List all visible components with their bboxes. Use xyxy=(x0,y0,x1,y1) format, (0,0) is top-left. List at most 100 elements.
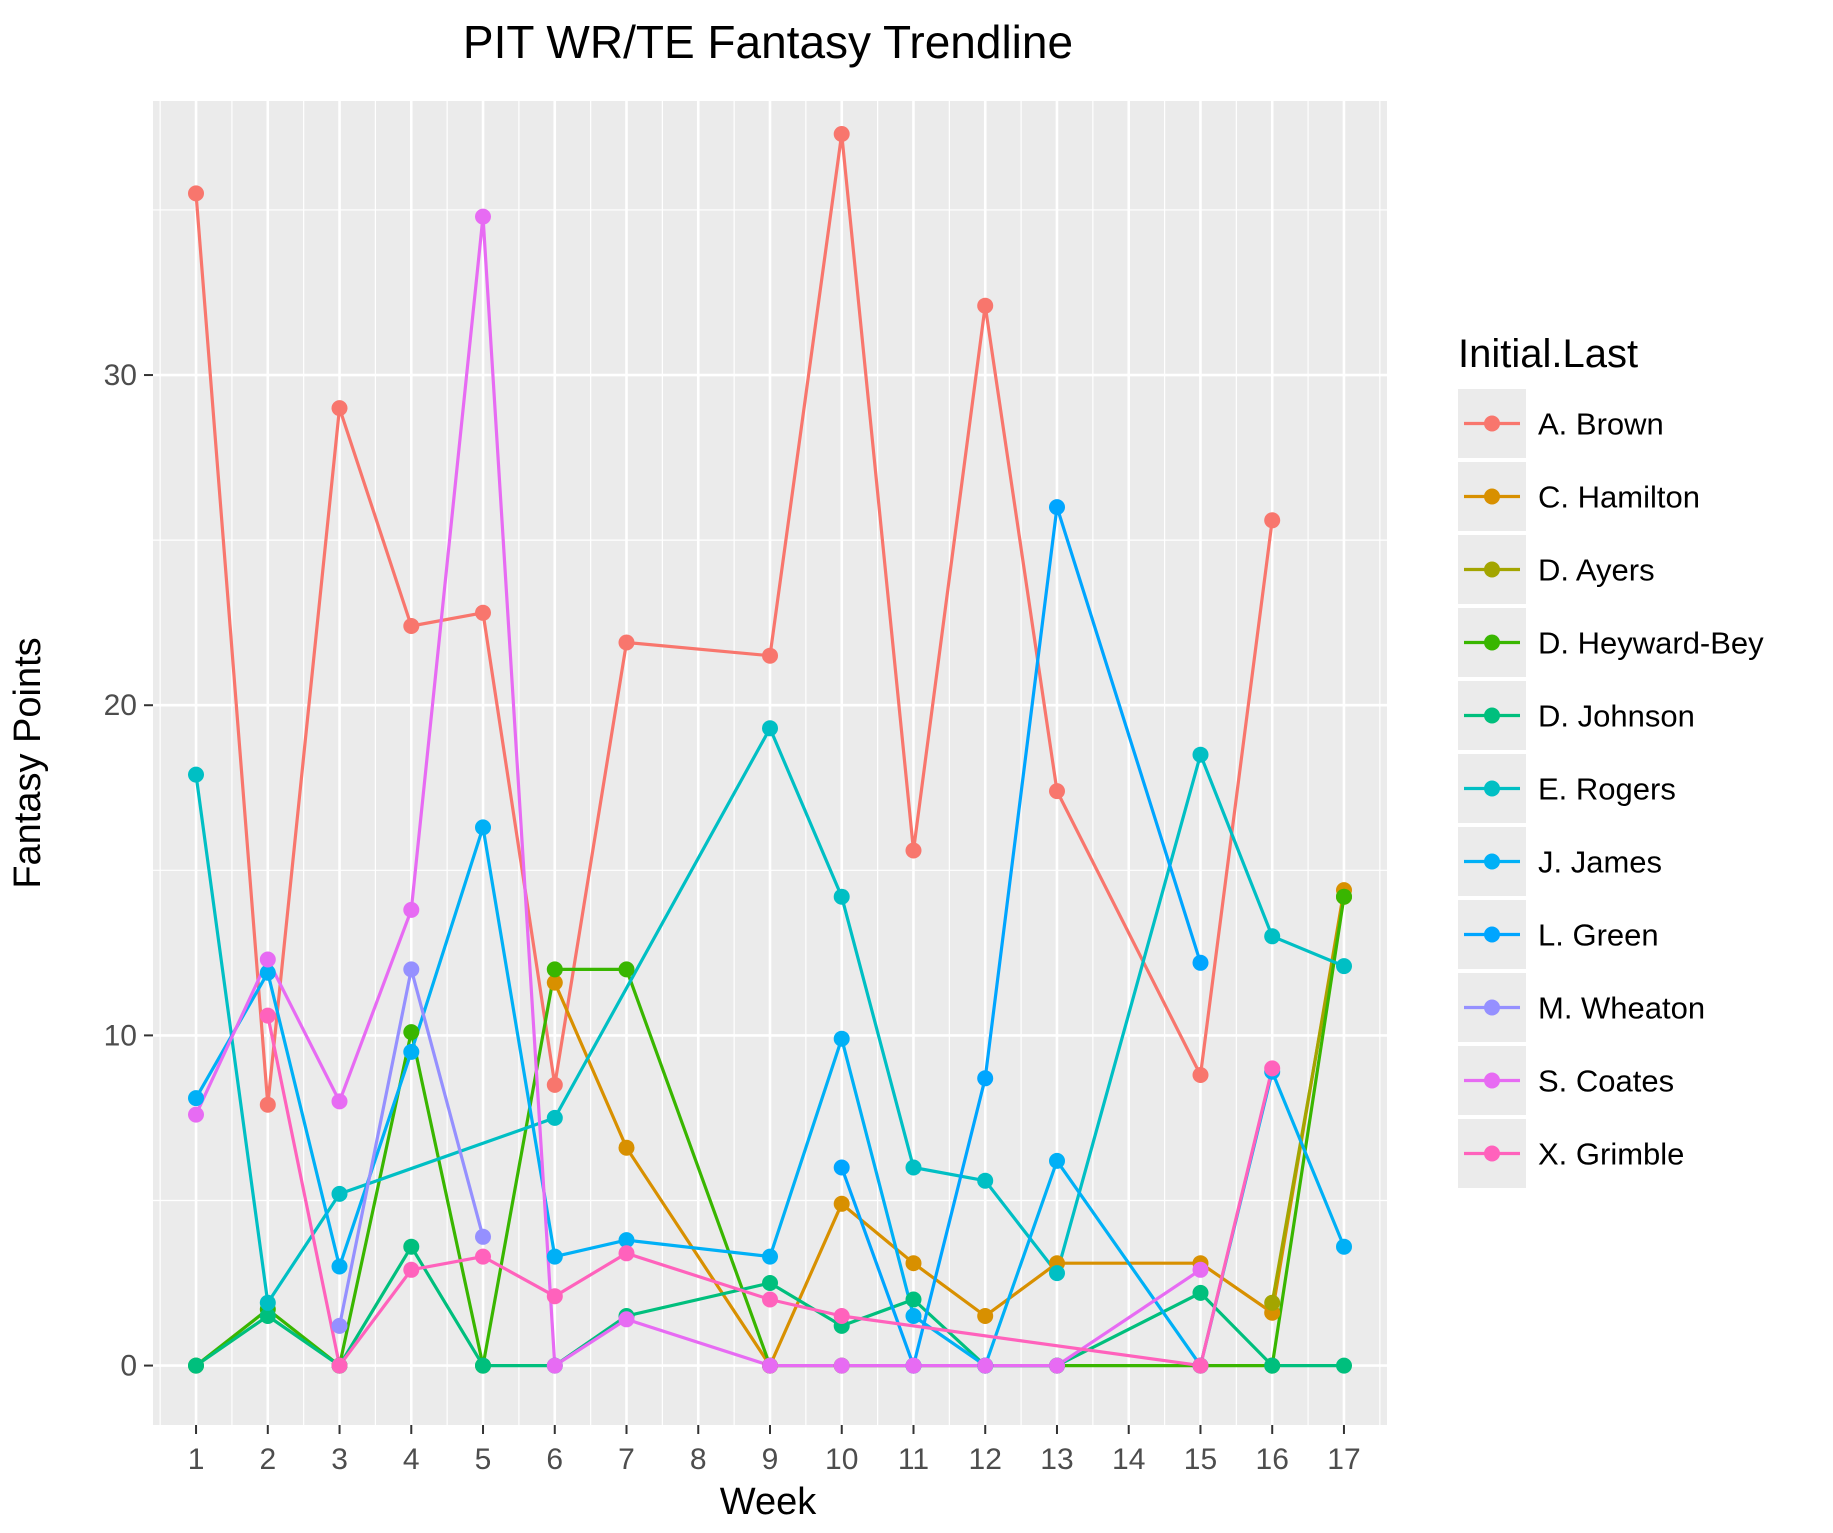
data-point xyxy=(546,974,563,991)
data-point xyxy=(762,720,778,737)
data-point xyxy=(1192,746,1209,763)
x-tick-label: 7 xyxy=(618,1443,635,1476)
data-point xyxy=(259,1308,276,1324)
x-tick-label: 12 xyxy=(969,1443,1002,1476)
legend-key-point xyxy=(1484,926,1500,943)
x-tick-label: 4 xyxy=(403,1443,420,1476)
data-point xyxy=(331,400,348,417)
series-line xyxy=(194,132,1274,1107)
data-point xyxy=(403,1024,420,1041)
data-point xyxy=(1049,1265,1065,1282)
x-tick-label: 6 xyxy=(546,1443,563,1476)
legend-key-point xyxy=(1484,999,1500,1016)
series-line xyxy=(553,889,1346,1368)
data-point xyxy=(475,208,491,225)
legend-key-point xyxy=(1484,853,1500,870)
data-point xyxy=(475,1228,491,1245)
data-point xyxy=(618,634,635,651)
data-point xyxy=(1336,958,1352,975)
data-point xyxy=(1049,499,1065,516)
data-point xyxy=(1192,1357,1209,1374)
x-tick-label: 1 xyxy=(188,1443,205,1476)
legend-key-point xyxy=(1484,561,1500,578)
legend-key-point xyxy=(1484,488,1500,505)
data-point xyxy=(977,1172,994,1189)
legend-title: Initial.Last xyxy=(1458,332,1638,376)
data-point xyxy=(1049,783,1065,800)
data-point xyxy=(618,961,635,978)
x-tick-label: 14 xyxy=(1112,1443,1145,1476)
data-point xyxy=(546,961,563,978)
data-point xyxy=(1192,1284,1209,1301)
data-point xyxy=(403,618,420,634)
data-point xyxy=(331,1258,348,1275)
data-point xyxy=(188,1106,204,1123)
y-tick-label: 0 xyxy=(120,1350,137,1383)
x-tick-label: 10 xyxy=(825,1443,858,1476)
data-point xyxy=(1336,888,1352,905)
legend-key-point xyxy=(1484,707,1500,724)
x-axis: 1 2 3 4 5 6 7 8 9 10 11 12 13 14 15 16 17 xyxy=(188,1425,1361,1476)
data-point xyxy=(403,1261,420,1278)
data-point xyxy=(546,1288,563,1305)
legend-key-point xyxy=(1484,415,1500,432)
data-point xyxy=(1192,954,1209,971)
major-grid xyxy=(153,101,1387,1425)
data-point xyxy=(762,1291,778,1308)
data-point xyxy=(977,1357,994,1374)
data-point xyxy=(546,1076,563,1093)
data-point xyxy=(833,126,850,142)
chart-title: PIT WR/TE Fantasy Trendline xyxy=(463,16,1073,68)
data-point xyxy=(905,1308,922,1324)
series-line xyxy=(266,1015,1274,1368)
x-tick-label: 15 xyxy=(1184,1443,1217,1476)
data-point xyxy=(762,647,778,664)
data-point xyxy=(1192,1067,1209,1083)
x-tick-label: 8 xyxy=(690,1443,707,1476)
data-point xyxy=(475,1248,491,1265)
data-point xyxy=(259,1294,276,1311)
data-point xyxy=(833,1030,850,1047)
legend-key-point xyxy=(1484,1145,1500,1162)
x-tick-label: 9 xyxy=(762,1443,779,1476)
data-point xyxy=(475,604,491,621)
legend-label: D. Heyward-Bey xyxy=(1538,626,1764,661)
legend-label: J. James xyxy=(1538,845,1662,880)
data-point xyxy=(618,1311,635,1328)
legend-label: M. Wheaton xyxy=(1538,991,1705,1026)
data-point xyxy=(905,842,922,859)
data-point xyxy=(188,1357,204,1374)
legend-label: L. Green xyxy=(1538,918,1659,953)
legend-label: X. Grimble xyxy=(1538,1137,1684,1172)
data-point xyxy=(188,766,204,783)
legend-label: S. Coates xyxy=(1538,1064,1674,1099)
data-point xyxy=(403,961,420,978)
data-point xyxy=(905,1255,922,1272)
data-point xyxy=(833,1195,850,1212)
y-tick-label: 10 xyxy=(104,1019,137,1052)
data-point xyxy=(1049,1357,1065,1374)
data-point xyxy=(188,185,204,202)
y-axis: 0 10 20 30 xyxy=(104,359,153,1383)
data-point xyxy=(546,1109,563,1126)
data-point xyxy=(1264,928,1281,945)
data-point xyxy=(762,1275,778,1291)
y-tick-label: 20 xyxy=(104,689,137,722)
data-point xyxy=(618,1232,635,1249)
x-tick-label: 2 xyxy=(259,1443,276,1476)
data-point xyxy=(905,1159,922,1176)
data-point xyxy=(403,1043,420,1060)
data-point xyxy=(1049,1152,1065,1169)
data-point xyxy=(977,1308,994,1324)
y-tick-label: 30 xyxy=(104,359,137,392)
data-point xyxy=(259,951,276,968)
x-tick-label: 16 xyxy=(1256,1443,1289,1476)
data-point xyxy=(833,1159,850,1176)
data-point xyxy=(833,888,850,905)
x-tick-label: 3 xyxy=(331,1443,348,1476)
data-point xyxy=(977,297,994,314)
data-point xyxy=(1264,512,1281,529)
data-point xyxy=(259,1096,276,1113)
data-point xyxy=(977,1070,994,1087)
